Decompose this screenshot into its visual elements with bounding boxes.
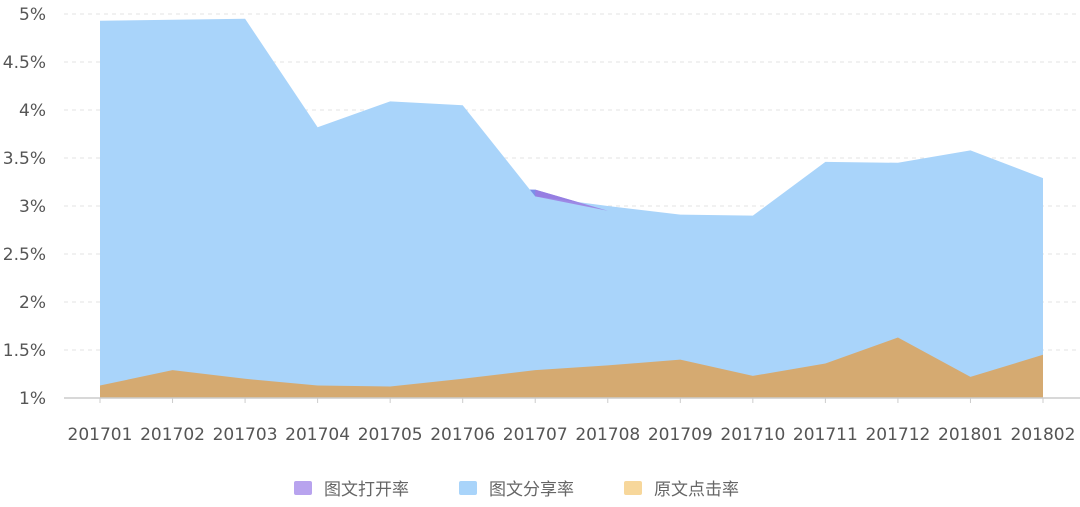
y-tick-label: 2% bbox=[19, 293, 46, 313]
x-tick-label: 201711 bbox=[793, 425, 858, 445]
x-tick-label: 201701 bbox=[68, 425, 133, 445]
legend-item-0: 图文打开率 bbox=[294, 480, 409, 500]
y-tick-label: 1% bbox=[19, 389, 46, 409]
area-series bbox=[100, 18, 1043, 399]
legend-item-2: 原文点击率 bbox=[624, 480, 739, 500]
x-tick-label: 201709 bbox=[648, 425, 713, 445]
x-tick-label: 201712 bbox=[865, 425, 930, 445]
axes: 1% 1.5% 2% 2.5% 3% 3.5% 4% 4.5% 5% 201701 201702 20… bbox=[3, 5, 1080, 445]
y-tick-label: 4% bbox=[19, 101, 46, 121]
y-tick-label: 5% bbox=[19, 5, 46, 25]
x-tick-label: 201710 bbox=[720, 425, 785, 445]
legend-swatch bbox=[459, 481, 477, 495]
y-tick-label: 2.5% bbox=[3, 245, 46, 265]
y-tick-label: 4.5% bbox=[3, 53, 46, 73]
legend-swatch bbox=[294, 481, 312, 495]
legend-label: 图文分享率 bbox=[489, 480, 574, 500]
legend: 图文打开率 图文分享率 原文点击率 bbox=[294, 480, 739, 500]
x-tick-label: 201703 bbox=[213, 425, 278, 445]
legend-swatch bbox=[624, 481, 642, 495]
x-tick-label: 201802 bbox=[1011, 425, 1076, 445]
overlap-accent bbox=[535, 189, 608, 211]
x-tick-label: 201705 bbox=[358, 425, 423, 445]
x-tick-label: 201704 bbox=[285, 425, 350, 445]
x-tick-label: 201702 bbox=[140, 425, 205, 445]
y-tick-label: 3% bbox=[19, 197, 46, 217]
y-tick-label: 3.5% bbox=[3, 149, 46, 169]
legend-label: 图文打开率 bbox=[324, 480, 409, 500]
legend-label: 原文点击率 bbox=[654, 480, 739, 500]
x-tick-label: 201706 bbox=[430, 425, 495, 445]
area-series-1 bbox=[100, 18, 1043, 399]
x-tick-label: 201707 bbox=[503, 425, 568, 445]
x-tick-label: 201801 bbox=[938, 425, 1003, 445]
legend-item-1: 图文分享率 bbox=[459, 480, 574, 500]
x-tick-label: 201708 bbox=[575, 425, 640, 445]
area-series-2 bbox=[100, 337, 1043, 398]
y-tick-label: 1.5% bbox=[3, 341, 46, 361]
